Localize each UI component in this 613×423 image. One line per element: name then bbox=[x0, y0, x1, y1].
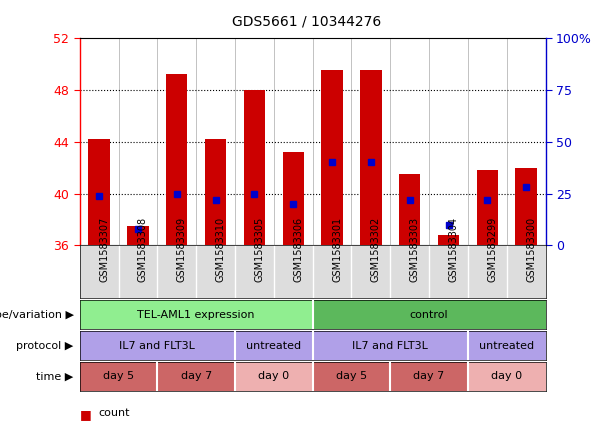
Text: day 5: day 5 bbox=[336, 371, 367, 382]
Text: day 0: day 0 bbox=[258, 371, 289, 382]
Text: genotype/variation ▶: genotype/variation ▶ bbox=[0, 310, 74, 320]
Text: count: count bbox=[98, 408, 129, 418]
Bar bbox=[283, 152, 304, 245]
Bar bbox=[360, 71, 381, 245]
Text: control: control bbox=[409, 310, 449, 320]
Bar bbox=[399, 174, 421, 245]
Bar bbox=[205, 139, 226, 245]
Text: GSM1583306: GSM1583306 bbox=[293, 217, 303, 282]
Text: day 7: day 7 bbox=[414, 371, 444, 382]
Text: GSM1583301: GSM1583301 bbox=[332, 217, 342, 282]
Bar bbox=[80, 300, 313, 329]
Bar bbox=[390, 362, 468, 391]
Bar bbox=[235, 331, 313, 360]
Bar bbox=[235, 362, 313, 391]
Bar bbox=[88, 139, 110, 245]
Bar bbox=[128, 226, 148, 245]
Text: GSM1583309: GSM1583309 bbox=[177, 217, 187, 282]
Bar bbox=[166, 74, 188, 245]
Bar bbox=[516, 168, 537, 245]
Bar bbox=[313, 300, 546, 329]
Bar bbox=[80, 362, 158, 391]
Text: time ▶: time ▶ bbox=[36, 371, 74, 382]
Bar bbox=[438, 235, 459, 245]
Bar bbox=[468, 362, 546, 391]
Text: GDS5661 / 10344276: GDS5661 / 10344276 bbox=[232, 15, 381, 29]
Bar bbox=[244, 90, 265, 245]
Text: ■: ■ bbox=[80, 408, 91, 421]
Bar bbox=[477, 170, 498, 245]
Text: GSM1583310: GSM1583310 bbox=[216, 217, 226, 282]
Bar bbox=[158, 362, 235, 391]
Bar bbox=[80, 331, 235, 360]
Text: GSM1583300: GSM1583300 bbox=[526, 217, 536, 282]
Text: GSM1583299: GSM1583299 bbox=[487, 217, 497, 282]
Text: protocol ▶: protocol ▶ bbox=[17, 341, 74, 351]
Bar bbox=[468, 331, 546, 360]
Text: day 5: day 5 bbox=[103, 371, 134, 382]
Text: IL7 and FLT3L: IL7 and FLT3L bbox=[120, 341, 196, 351]
Text: GSM1583302: GSM1583302 bbox=[371, 217, 381, 282]
Bar bbox=[313, 362, 390, 391]
Text: IL7 and FLT3L: IL7 and FLT3L bbox=[352, 341, 428, 351]
Text: GSM1583304: GSM1583304 bbox=[449, 217, 459, 282]
Text: day 0: day 0 bbox=[491, 371, 522, 382]
Text: GSM1583305: GSM1583305 bbox=[254, 217, 264, 282]
Bar bbox=[321, 71, 343, 245]
Text: TEL-AML1 expression: TEL-AML1 expression bbox=[137, 310, 255, 320]
Text: day 7: day 7 bbox=[181, 371, 211, 382]
Text: untreated: untreated bbox=[479, 341, 535, 351]
Bar bbox=[313, 331, 468, 360]
Text: untreated: untreated bbox=[246, 341, 302, 351]
Text: GSM1583308: GSM1583308 bbox=[138, 217, 148, 282]
Text: GSM1583303: GSM1583303 bbox=[409, 217, 420, 282]
Text: GSM1583307: GSM1583307 bbox=[99, 217, 109, 282]
